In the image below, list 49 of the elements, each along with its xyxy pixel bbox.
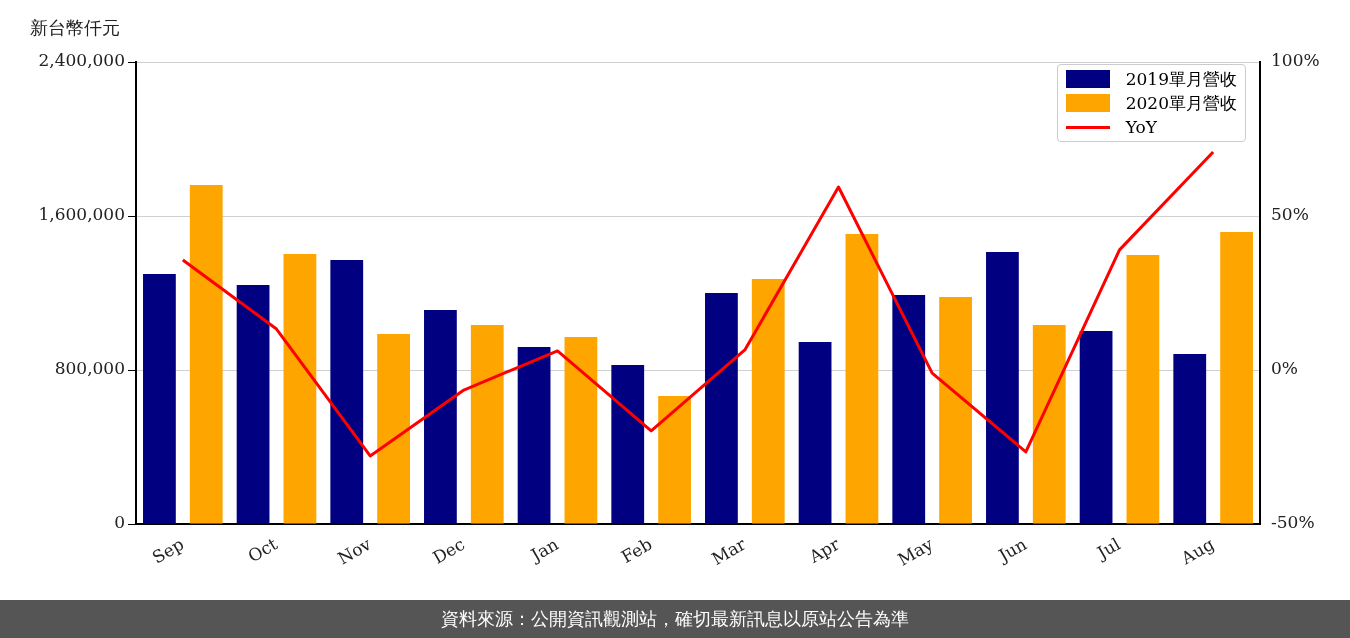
- y2-tick-label: 100%: [1271, 50, 1320, 71]
- legend-label: 2020單月營收: [1125, 91, 1237, 115]
- bar: [705, 293, 738, 524]
- bar: [1032, 324, 1066, 524]
- bar: [845, 234, 879, 524]
- bar: [424, 309, 457, 524]
- bar: [470, 324, 504, 524]
- bar: [892, 294, 926, 524]
- x-tick-label: May: [894, 533, 937, 570]
- x-tick-label: Dec: [429, 533, 469, 568]
- bar: [986, 252, 1019, 524]
- bar: [517, 347, 551, 524]
- bar: [1220, 231, 1253, 524]
- legend-label: YoY: [1125, 117, 1157, 137]
- y-tick-label: 0: [114, 512, 125, 533]
- y2-tick-label: 0%: [1271, 358, 1298, 379]
- source-note: 資料來源：公開資訊觀測站，確切最新訊息以原站公告為準: [0, 600, 1350, 638]
- bar: [1079, 330, 1113, 524]
- y-axis-title: 新台幣仟元: [30, 16, 120, 40]
- legend-label: 2019單月營收: [1125, 67, 1237, 91]
- x-tick-label: Sep: [148, 533, 188, 568]
- x-tick-label: Mar: [708, 533, 750, 569]
- x-tick-label: Jan: [525, 533, 562, 567]
- bar: [1126, 255, 1160, 524]
- y-tick-label: 800,000: [54, 358, 125, 379]
- bar: [611, 365, 645, 524]
- bar: [143, 273, 176, 524]
- y2-tick-label: 50%: [1271, 204, 1309, 225]
- bar: [330, 260, 364, 524]
- bar: [564, 337, 598, 524]
- bar: [377, 334, 410, 524]
- y-tick-label: 1,600,000: [38, 204, 125, 225]
- bar: [658, 395, 691, 524]
- x-tick-label: Feb: [617, 533, 656, 568]
- x-tick-label: Jul: [1091, 533, 1124, 564]
- x-tick-label: Oct: [244, 533, 281, 567]
- bar: [283, 253, 317, 524]
- bar: [189, 185, 223, 524]
- x-tick-label: Apr: [804, 533, 844, 568]
- x-tick-label: Aug: [1177, 533, 1218, 569]
- x-tick-label: Nov: [334, 533, 375, 569]
- bar: [798, 342, 832, 524]
- y-tick-label: 2,400,000: [38, 50, 125, 71]
- bar: [751, 278, 785, 524]
- y2-tick-label: -50%: [1271, 512, 1315, 533]
- bar: [236, 284, 270, 524]
- x-tick-label: Jun: [993, 533, 1031, 567]
- bar: [939, 297, 972, 524]
- bar: [1173, 354, 1207, 524]
